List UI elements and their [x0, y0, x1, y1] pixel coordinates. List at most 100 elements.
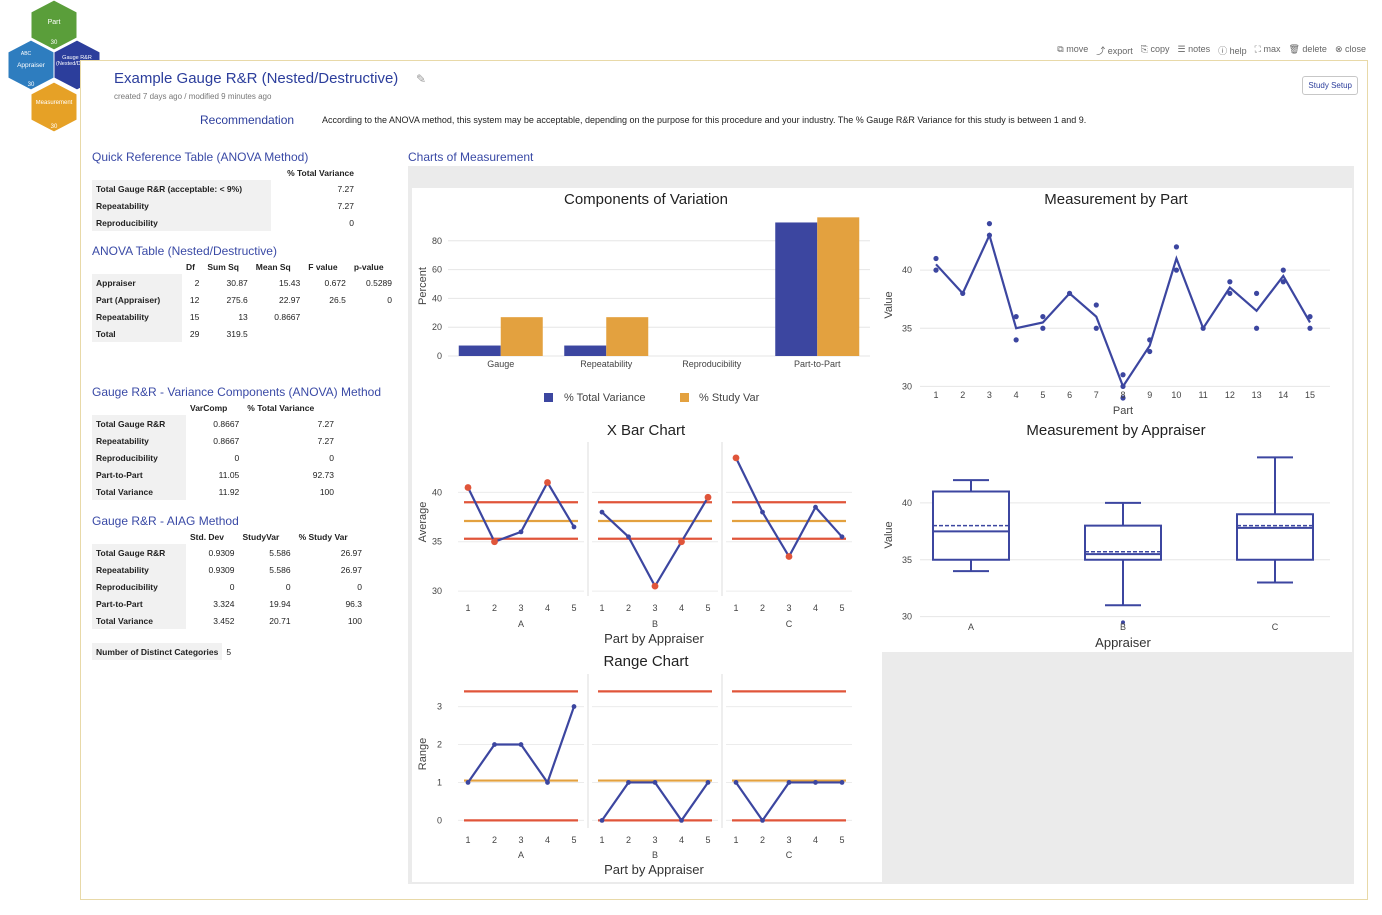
x-tick-label: 3	[518, 835, 523, 845]
data-point	[1200, 325, 1206, 331]
cell-value: 0	[234, 452, 240, 463]
hex-gauge-label: Gauge R&R (Nested/Destructive)	[56, 55, 98, 67]
bar	[564, 345, 607, 356]
move-button[interactable]: ⧉ move	[1057, 44, 1089, 54]
data-point	[1120, 383, 1126, 389]
x-tick-label: 12	[1225, 390, 1235, 400]
x-tick-label: 2	[760, 603, 765, 613]
data-point	[1280, 267, 1286, 273]
data-point	[705, 780, 711, 785]
data-point	[1307, 314, 1313, 320]
x-tick-label: 3	[652, 835, 657, 845]
data-point	[1147, 348, 1153, 355]
data-point	[1013, 314, 1019, 320]
legend-swatch	[544, 393, 553, 402]
anova-title: ANOVA Table (Nested/Destructive)	[92, 244, 277, 258]
out-of-control-point	[732, 454, 740, 462]
table-row: Appraiser 2 30.87 15.43 0.672 0.5289	[92, 274, 396, 291]
x-tick-label: 4	[813, 603, 818, 613]
y-tick-label: 1	[437, 777, 442, 787]
out-of-control-point	[704, 493, 712, 501]
y-tick-label: 30	[902, 381, 912, 391]
data-point	[571, 524, 577, 530]
x-tick-label: 1	[599, 835, 604, 845]
max-label: max	[1263, 44, 1281, 54]
table-row: Total Gauge R&R 0.9309 5.586 26.97	[92, 544, 366, 561]
hex-measurement[interactable]: Measurement 30	[30, 81, 78, 133]
y-tick-label: 40	[902, 265, 912, 275]
data-point	[1040, 314, 1046, 320]
cell-value: 0.8667	[213, 418, 240, 429]
x-tick-label: 1	[933, 390, 938, 400]
row-label: Repeatability	[92, 197, 271, 214]
hex-abc-tag: ABC	[21, 51, 32, 57]
x-axis-label: Part by Appraiser	[604, 862, 704, 877]
cell-value: 15	[189, 311, 200, 322]
data-point	[839, 780, 845, 785]
export-button[interactable]: ⤴ export	[1096, 46, 1133, 56]
data-point	[986, 232, 993, 238]
x-tick-label: 5	[571, 603, 576, 613]
cell-value: 275.6	[226, 294, 248, 305]
y-tick-label: 0	[437, 351, 442, 361]
export-label: export	[1107, 46, 1133, 56]
copy-label: copy	[1150, 44, 1170, 54]
x-tick-label: 3	[786, 835, 791, 845]
pencil-icon[interactable]: ✎	[416, 72, 427, 86]
quick-ref-table: % Total Variance Total Gauge R&R (accept…	[92, 166, 358, 231]
x-tick-label: Repeatability	[580, 359, 633, 369]
cell-value: 0.9309	[208, 547, 235, 558]
aiag-table: Std. Dev StudyVar % Study Var Total Gaug…	[92, 530, 366, 629]
data-point	[760, 818, 765, 823]
col-header: Std. Dev	[186, 530, 239, 544]
x-tick-label: 3	[786, 603, 791, 613]
y-tick-label: 35	[432, 537, 442, 547]
cell-value: 11.05	[218, 469, 240, 480]
y-tick-label: 30	[902, 612, 912, 622]
bar	[775, 222, 818, 356]
copy-button[interactable]: ⎘ copy	[1140, 44, 1170, 54]
data-point	[465, 780, 471, 785]
x-axis-label: Part by Appraiser	[604, 631, 704, 646]
x-tick-label: 2	[626, 603, 631, 613]
y-tick-label: 40	[432, 487, 442, 497]
delete-button[interactable]: 🗑 delete	[1288, 44, 1327, 54]
close-button[interactable]: ⊗ close	[1334, 44, 1366, 54]
notes-button[interactable]: ☰ notes	[1177, 44, 1211, 54]
data-point	[1227, 290, 1233, 296]
bar	[606, 317, 649, 356]
cell-value: 22.97	[278, 294, 301, 305]
panel-label: C	[786, 850, 793, 860]
x-tick-label: Part-to-Part	[794, 359, 841, 369]
table-row: Repeatability 15 13 0.8667	[92, 308, 396, 325]
varcomp-title: Gauge R&R - Variance Components (ANOVA) …	[92, 385, 382, 399]
row-label: Part-to-Part	[92, 466, 186, 483]
x-tick-label: 5	[839, 835, 844, 845]
data-point	[1173, 267, 1180, 273]
row-label: Total Gauge R&R	[92, 544, 186, 561]
x-axis-label: Appraiser	[1095, 635, 1151, 650]
cell-value: 29	[189, 328, 200, 339]
cell-value: 96.3	[345, 598, 362, 609]
cell-value: 100	[319, 486, 334, 497]
hex-part-count: 30	[51, 40, 58, 46]
chart-title: Range Chart	[603, 653, 689, 670]
hex-part[interactable]: Part 30	[30, 0, 78, 51]
table-row: Total Gauge R&R (acceptable: < 9%) 7.27	[92, 180, 358, 197]
data-point	[571, 704, 577, 709]
x-tick-label: 3	[518, 603, 523, 613]
data-point	[626, 780, 631, 785]
data-point	[813, 504, 818, 510]
max-button[interactable]: ⛶ max	[1254, 44, 1281, 54]
row-label: Total Variance	[92, 483, 186, 500]
page-title[interactable]: Example Gauge R&R (Nested/Destructive)	[114, 70, 399, 87]
cell-value: 0	[285, 581, 291, 592]
cell-value: 7.27	[317, 435, 334, 446]
row-label: Total Gauge R&R	[92, 415, 186, 432]
x-tick-label: 2	[760, 835, 765, 845]
help-button[interactable]: ⓘ help	[1218, 46, 1247, 56]
x-tick-label: 4	[679, 835, 684, 845]
study-setup-button[interactable]: Study Setup	[1302, 76, 1358, 95]
cell-value: 11.92	[218, 486, 240, 497]
